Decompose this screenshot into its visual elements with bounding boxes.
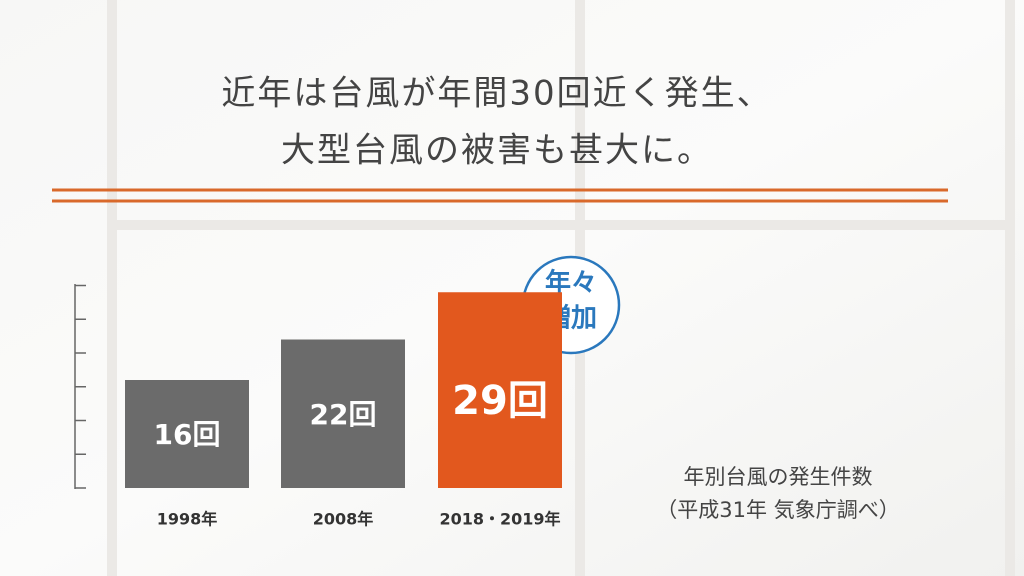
x-tick-label: 2008年 [313,510,374,529]
note: 年別台風の発生件数 [684,465,873,489]
bar [125,380,249,488]
chart-title: 近年は台風が年間30回近く発生、 [221,74,772,114]
bar [281,339,405,488]
x-tick-label: 1998年 [157,510,218,529]
chart-title: 大型台風の被害も甚大に。 [281,131,713,171]
value-label: 16回 [154,418,221,451]
bar [438,292,562,488]
value-label: 29回 [452,378,548,424]
x-tick-label: 2018・2019年 [439,510,560,529]
value-label: 22回 [310,398,377,431]
note: （平成31年 気象庁調べ） [656,498,899,522]
